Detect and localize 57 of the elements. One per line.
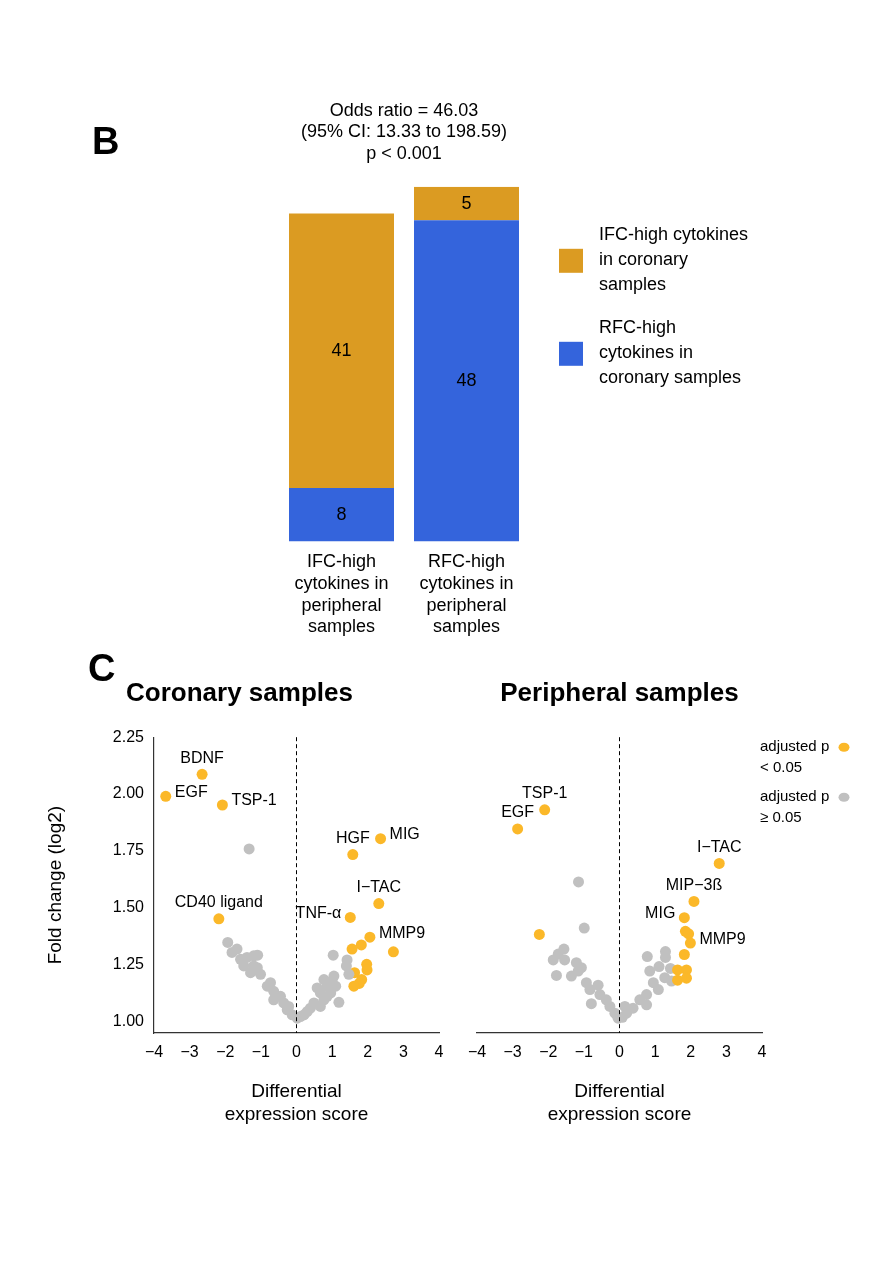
annotation: EGF <box>501 803 535 821</box>
x-axis-title: Differential expression score <box>547 1080 692 1124</box>
y-tick-label: 1.50 <box>112 898 145 916</box>
x-axis-title: Differential expression score <box>224 1080 369 1124</box>
text: B <box>92 120 120 163</box>
x-tick-label: 4 <box>434 1043 444 1061</box>
x-tick-label: 0 <box>615 1043 625 1061</box>
x-tick-label: 2 <box>363 1043 373 1061</box>
x-tick-label: −4 <box>467 1043 487 1061</box>
y-tick-label: 1.75 <box>112 841 145 859</box>
annotation: MIG <box>645 904 676 922</box>
x-tick-label: 2 <box>686 1043 696 1061</box>
y-axis-title: Fold change (log2) <box>43 805 65 965</box>
x-tick-label: −3 <box>180 1043 199 1061</box>
x-tick-label: −4 <box>144 1043 164 1061</box>
annotation: MIP−3ß <box>665 875 723 893</box>
chart-title: Odds ratio = 46.03 (95% CI: 13.33 to 198.59) p < 0.001 <box>300 99 508 163</box>
chart-title: Peripheral samples <box>500 676 739 707</box>
annotation: MMP9 <box>699 929 746 947</box>
x-tick-label: 1 <box>650 1043 660 1061</box>
annotation: EGF <box>174 782 208 800</box>
x-tick-label: 0 <box>292 1043 302 1061</box>
x-tick-label: −1 <box>574 1043 594 1061</box>
annotation: CD40 ligand <box>174 893 263 911</box>
text: C <box>88 647 116 690</box>
annotation: TSP-1 <box>231 791 277 809</box>
annotation: TNF-α <box>295 903 342 921</box>
y-tick-label: 1.00 <box>112 1012 145 1030</box>
annotation: I−TAC <box>356 877 402 895</box>
y-tick-label: 1.25 <box>112 955 145 973</box>
x-tick-label: −2 <box>216 1043 235 1061</box>
legend-label: RFC-high cytokines in coronary samples <box>599 316 742 387</box>
data-label: 5 <box>461 192 472 213</box>
chart-title: Coronary samples <box>126 676 353 707</box>
annotation: MMP9 <box>378 923 426 941</box>
x-tick-label: 1 <box>327 1043 337 1061</box>
x-tick-label: 4 <box>757 1043 767 1061</box>
x-tick-label: 3 <box>398 1043 408 1061</box>
data-label: 41 <box>331 339 352 360</box>
annotation: I−TAC <box>696 837 742 855</box>
annotation: BDNF <box>180 748 225 766</box>
data-label: 48 <box>456 369 477 390</box>
annotation: MIG <box>389 825 420 843</box>
annotation: HGF <box>335 829 370 847</box>
annotation: TSP-1 <box>522 784 568 802</box>
x-tick-label: −1 <box>251 1043 271 1061</box>
legend-label: IFC-high cytokines in coronary samples <box>599 223 749 294</box>
x-tick-label: RFC-high cytokines in peripheral samples <box>419 551 514 637</box>
x-tick-label: −2 <box>539 1043 558 1061</box>
x-tick-label: −3 <box>503 1043 522 1061</box>
y-tick-label: 2.25 <box>112 727 145 745</box>
legend-label: adjusted p < 0.05 <box>760 737 830 776</box>
x-tick-label: IFC-high cytokines in peripheral samples <box>294 551 389 637</box>
legend-label: adjusted p ≥ 0.05 <box>760 787 830 826</box>
y-tick-label: 2.00 <box>112 784 145 802</box>
x-tick-label: 3 <box>721 1043 731 1061</box>
data-label: 8 <box>336 503 347 524</box>
